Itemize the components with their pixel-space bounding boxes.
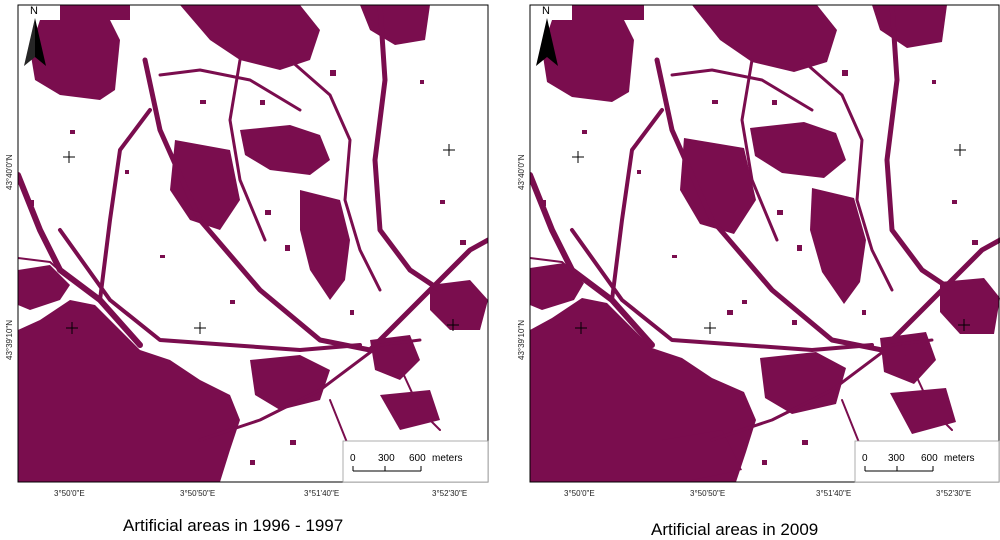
urban-patch <box>300 190 350 300</box>
road <box>800 58 894 292</box>
svg-text:0: 0 <box>350 453 356 464</box>
svg-text:meters: meters <box>944 453 975 464</box>
urban-patch <box>180 5 320 70</box>
urban-patch <box>430 280 488 330</box>
lon-tick-label: 3°50'0"E <box>54 489 85 498</box>
road <box>530 257 583 281</box>
lon-tick-label: 3°51'40"E <box>816 489 851 498</box>
scattered-buildings <box>30 70 466 465</box>
svg-text:N: N <box>30 5 38 17</box>
urban-patch <box>692 5 837 72</box>
urban-patch <box>572 5 644 20</box>
lon-tick-label: 3°50'50"E <box>690 489 725 498</box>
scale-bar: 0 300 600 meters <box>854 440 1000 483</box>
svg-text:600: 600 <box>409 453 426 464</box>
lon-tick-label: 3°50'50"E <box>180 489 215 498</box>
urban-patch <box>890 388 956 434</box>
urban-patch <box>30 20 120 100</box>
lon-tick-label: 3°52'30"E <box>936 489 971 498</box>
urban-patch <box>530 263 584 310</box>
road <box>670 68 814 112</box>
artificial-areas-layer <box>18 5 488 482</box>
urban-patch <box>380 390 440 430</box>
map-frame <box>529 4 1000 483</box>
lon-tick-label: 3°51'40"E <box>304 489 339 498</box>
map-frame <box>17 4 489 483</box>
road <box>288 58 382 292</box>
north-arrow-icon: N <box>24 5 46 66</box>
lat-tick-label: 43°39'10"N <box>5 320 14 360</box>
road <box>142 57 488 353</box>
urban-patch <box>940 278 1000 334</box>
urban-patch <box>250 355 330 410</box>
map-caption: Artificial areas in 2009 <box>651 520 819 539</box>
urban-patch <box>360 5 430 45</box>
urban-patch <box>170 140 240 230</box>
urban-patch <box>810 188 866 304</box>
road <box>610 108 664 302</box>
road <box>740 58 779 242</box>
svg-text:meters: meters <box>432 453 463 464</box>
road <box>18 257 71 281</box>
svg-text:600: 600 <box>921 453 938 464</box>
graticule-crosses <box>572 144 970 334</box>
road <box>884 5 955 293</box>
road <box>901 344 953 431</box>
map-panel-1996-1997: N 0 300 600 meters 3°50'0"E 3°50'50"E 3°… <box>0 0 500 500</box>
road <box>158 68 302 112</box>
urban-patch <box>60 5 130 20</box>
lon-tick-label: 3°50'0"E <box>564 489 595 498</box>
artificial-areas-layer <box>530 5 1000 482</box>
map-caption: Artificial areas in 1996 - 1997 <box>123 516 344 535</box>
urban-patch <box>760 352 846 414</box>
lon-tick-label: 3°52'30"E <box>432 489 467 498</box>
scattered-buildings <box>542 70 978 465</box>
road <box>654 57 1000 353</box>
road <box>198 338 422 442</box>
svg-text:N: N <box>542 5 550 17</box>
road <box>98 108 152 302</box>
svg-text:300: 300 <box>888 453 905 464</box>
lat-tick-label: 43°39'10"N <box>517 320 526 360</box>
lat-tick-label: 43°40'0"N <box>5 154 14 190</box>
graticule-crosses <box>63 144 459 334</box>
lat-tick-label: 43°40'0"N <box>517 154 526 190</box>
svg-text:0: 0 <box>862 453 868 464</box>
road <box>372 5 443 293</box>
road <box>389 344 441 431</box>
urban-patch <box>542 20 634 102</box>
urban-patch <box>680 138 756 234</box>
road <box>710 338 934 442</box>
urban-patch <box>750 122 846 178</box>
svg-text:300: 300 <box>378 453 395 464</box>
map-panel-2009: N 0 300 600 meters 3°50'0"E 3°50'50"E 3°… <box>512 0 1000 500</box>
urban-patch <box>872 5 947 48</box>
urban-patch <box>240 125 330 175</box>
urban-patch <box>662 430 742 482</box>
urban-patch <box>18 265 70 310</box>
scale-bar: 0 300 600 meters <box>342 440 489 483</box>
road <box>228 58 267 242</box>
north-arrow-icon: N <box>536 5 558 66</box>
urban-patch <box>18 300 240 482</box>
